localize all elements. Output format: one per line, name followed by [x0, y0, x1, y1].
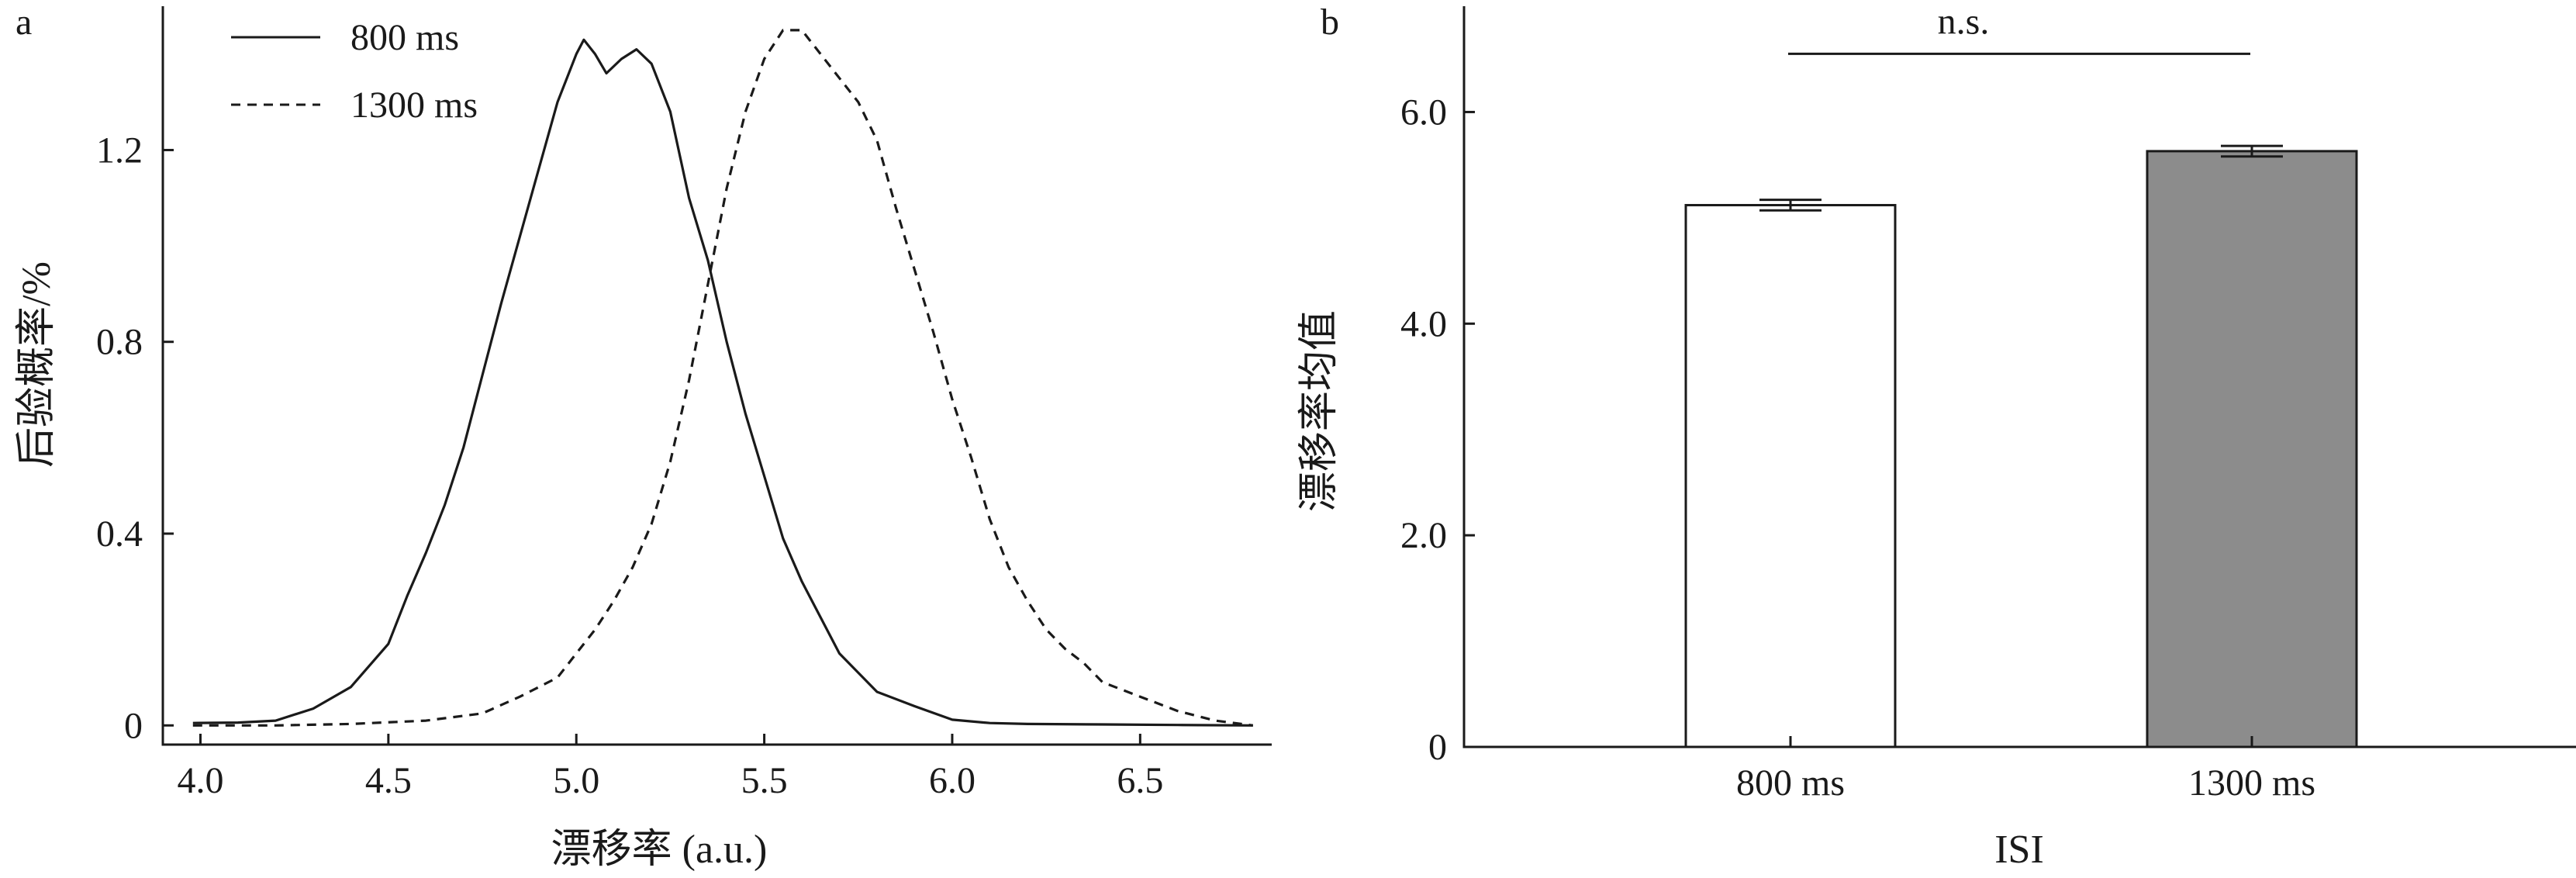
panel-b-y-ticks: 0 2.0 4.0 6.0	[1400, 92, 1475, 768]
x-tick-label: 5.5	[741, 760, 788, 801]
error-bar-800ms	[1759, 199, 1822, 212]
y-tick-label: 0.4	[96, 513, 143, 555]
panel-a-letter: a	[16, 2, 32, 43]
panel-a-y-ticks: 0 0.4 0.8 1.2	[96, 130, 174, 746]
panel-a: a 4.0 4.5 5.0 5.5 6.0 6.5 0 0.4 0.8 1.2 800 ms 1…	[15, 2, 1272, 872]
panel-a-plot-area	[192, 29, 1254, 727]
significance-label: n.s.	[1938, 1, 1990, 42]
y-tick-label: 0	[1428, 727, 1447, 768]
panel-b-axes	[1462, 6, 2576, 748]
x-tick-label: 800 ms	[1736, 762, 1845, 804]
panel-b-x-axis-title: ISI	[1994, 828, 2044, 872]
series-line-1300ms	[192, 29, 1254, 727]
x-tick-label: 4.5	[365, 760, 412, 801]
panel-a-y-axis-title: 后验概率/%	[15, 261, 59, 468]
significance-bracket: n.s.	[1788, 1, 2250, 55]
panel-a-axes	[161, 6, 1272, 746]
y-tick-label: 2.0	[1400, 515, 1447, 556]
legend-label-800ms: 800 ms	[350, 17, 459, 58]
panel-a-x-ticks: 4.0 4.5 5.0 5.5 6.0 6.5	[177, 734, 1163, 801]
panel-b-plot-area: 800 ms 1300 ms	[1684, 144, 2358, 804]
y-tick-label: 0	[124, 705, 143, 746]
y-tick-label: 6.0	[1400, 92, 1447, 133]
error-bar-1300ms	[2221, 144, 2283, 158]
x-tick-label: 4.0	[177, 760, 223, 801]
series-line-800ms	[192, 38, 1253, 727]
y-tick-label: 0.8	[96, 322, 143, 363]
y-tick-label: 1.2	[96, 130, 143, 171]
bar-1300ms	[2146, 150, 2358, 748]
panel-b: b 0 2.0 4.0 6.0 800 ms 1300 ms n.s. ISI 漂移率均…	[1297, 1, 2576, 872]
panel-b-letter: b	[1321, 2, 1339, 43]
legend-label-1300ms: 1300 ms	[350, 85, 478, 126]
panel-b-y-axis-title: 漂移率均值	[1297, 310, 1342, 512]
panel-a-x-axis-title: 漂移率 (a.u.)	[551, 828, 768, 872]
panel-a-legend: 800 ms 1300 ms	[231, 17, 478, 126]
x-tick-label: 1300 ms	[2188, 762, 2315, 804]
bar-800ms	[1684, 203, 1897, 748]
x-tick-label: 6.5	[1117, 760, 1163, 801]
y-tick-label: 4.0	[1400, 303, 1447, 344]
x-tick-label: 6.0	[929, 760, 975, 801]
x-tick-label: 5.0	[553, 760, 599, 801]
